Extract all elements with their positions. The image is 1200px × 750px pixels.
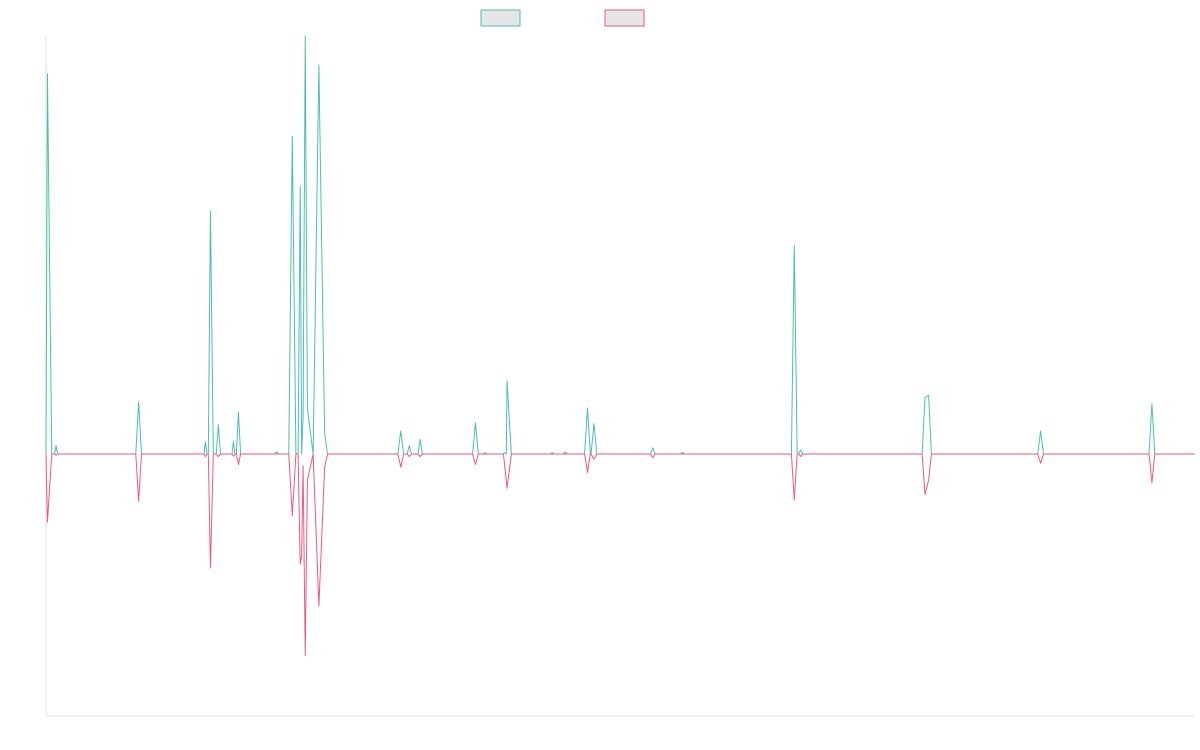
legend-swatch-1 (480, 9, 521, 27)
legend-item-1 (480, 9, 521, 27)
legend (480, 9, 645, 27)
series-line-1 (45, 35, 1195, 455)
legend-swatch-2 (604, 9, 645, 27)
plot-area (45, 35, 1195, 657)
legend-item-2 (604, 9, 645, 27)
series-line-2 (45, 453, 1195, 657)
axes (45, 36, 1195, 717)
